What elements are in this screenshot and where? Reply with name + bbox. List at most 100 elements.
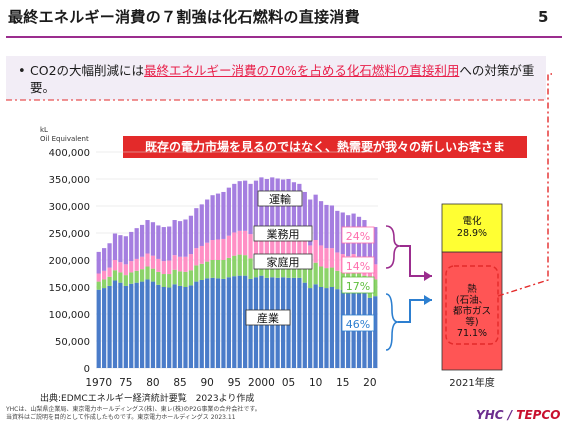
title-divider xyxy=(6,36,562,38)
bar-segment xyxy=(237,181,242,231)
bar-segment xyxy=(302,191,307,239)
bar-segment xyxy=(134,270,139,283)
bar-segment xyxy=(226,277,231,368)
x-tick-label: 2000 xyxy=(248,377,275,389)
bar-segment xyxy=(221,238,226,260)
bar-segment xyxy=(96,273,101,282)
bar-segment xyxy=(243,255,248,276)
bar-segment xyxy=(129,261,134,273)
bar-segment xyxy=(102,270,107,280)
bar-segment xyxy=(156,225,161,259)
y-tick-label: 100,000 xyxy=(49,310,90,321)
x-tick-label: 20 xyxy=(363,377,376,389)
bar-segment xyxy=(177,285,183,368)
bar-segment xyxy=(112,260,118,271)
company-logo: YHC / TEPCO xyxy=(476,408,561,422)
bar-segment xyxy=(215,239,221,260)
bar-segment xyxy=(373,296,378,368)
bar-segment xyxy=(205,199,210,243)
bar-segment xyxy=(264,230,269,257)
bar-segment xyxy=(313,284,318,368)
bar-segment xyxy=(221,260,226,279)
bar-segment xyxy=(96,289,101,368)
bar-segment xyxy=(139,256,145,270)
arrowhead-industry xyxy=(424,295,432,305)
bar-segment xyxy=(373,279,378,297)
logo-tepco: TEPCO xyxy=(516,408,561,422)
bar-segment xyxy=(112,233,118,260)
share-bar-label: 都市ガス xyxy=(453,305,491,317)
series-label-box xyxy=(253,225,313,242)
bar-segment xyxy=(172,284,177,368)
bar-segment xyxy=(237,254,242,276)
share-bar-category: 2021年度 xyxy=(449,376,494,389)
bar-segment xyxy=(243,180,248,231)
bar-segment xyxy=(205,278,210,368)
bar-segment xyxy=(188,270,194,286)
bar-segment xyxy=(172,255,177,270)
share-bar-label: 電化 xyxy=(462,215,482,227)
share-box xyxy=(341,314,375,332)
heat-callout xyxy=(445,265,499,345)
bar-segment xyxy=(199,204,204,246)
bullet-marker: • xyxy=(18,64,26,79)
bar-segment xyxy=(145,266,150,280)
footer-line-2: 当資料はご説明を目的として作成したものです。東京電力ホールディングス 2023.… xyxy=(6,414,236,421)
bar-segment xyxy=(248,234,253,259)
bullet-suffix: への対策が重要。 xyxy=(30,63,535,95)
x-tick-label: 75 xyxy=(119,377,132,389)
bar-segment xyxy=(215,193,221,240)
bar-segment xyxy=(318,201,324,246)
bar-segment xyxy=(335,252,340,271)
callout-connector xyxy=(497,73,552,297)
bar-segment xyxy=(210,260,215,278)
bar-segment xyxy=(286,229,291,256)
bar-segment xyxy=(329,287,335,368)
bar-segment xyxy=(167,260,172,275)
bar-segment xyxy=(329,248,335,268)
footer-line-1: YHCは、山梨県企業局、東京電力ホールディングス(株)、東レ(株)のP2G事業の… xyxy=(6,406,261,413)
bar-segment xyxy=(318,266,324,287)
bar-segment xyxy=(150,281,156,368)
arrow-industry xyxy=(398,299,432,323)
bar-segment xyxy=(318,245,324,267)
bar-segment xyxy=(232,276,237,368)
bar-segment xyxy=(248,183,253,235)
bar-segment xyxy=(129,231,134,262)
bar-segment xyxy=(237,275,242,368)
bar-segment xyxy=(280,230,286,256)
share-label: 24% xyxy=(346,230,370,243)
share-bar-label: 熱 xyxy=(467,283,477,295)
bar-segment xyxy=(161,261,166,275)
bar-segment xyxy=(172,220,177,256)
bar-segment xyxy=(194,281,199,368)
bullet-prefix: CO2の大幅削減には xyxy=(30,63,145,78)
footer-notes: YHCは、山梨県企業局、東京電力ホールディングス(株)、東レ(株)のP2G事業の… xyxy=(6,406,426,422)
bullet-highlight: 最終エネルギー消費の70%を占める化石燃料の直接利用 xyxy=(144,63,460,78)
bar-segment xyxy=(161,227,166,262)
bar-segment xyxy=(237,230,242,255)
message-banner: 既存の電力市場を見るのではなく、熱需要が我々の新しいお客さま xyxy=(123,136,527,158)
share-bar-label: (石油、 xyxy=(456,294,488,306)
share-box xyxy=(341,226,375,244)
x-tick-label: 15 xyxy=(336,377,349,389)
bar-segment xyxy=(324,204,329,249)
bar-segment xyxy=(102,279,107,289)
bar-segment xyxy=(373,264,378,280)
bar-segment xyxy=(291,277,297,368)
bar-segment xyxy=(297,231,302,257)
bar-segment xyxy=(188,285,194,368)
bar-segment xyxy=(221,278,226,368)
share-label: 17% xyxy=(346,280,370,293)
bar-segment xyxy=(145,253,150,267)
logo-yhc: YHC xyxy=(476,408,504,422)
x-tick-label: 90 xyxy=(200,377,213,389)
bar-segment xyxy=(329,205,335,249)
bar-segment xyxy=(297,183,302,232)
share-label: 46% xyxy=(346,318,370,331)
series-label-box xyxy=(253,253,313,270)
bar-segment xyxy=(161,274,166,287)
page-number: 5 xyxy=(538,8,549,26)
bar-segment xyxy=(118,262,123,273)
share-label: 14% xyxy=(346,260,370,273)
